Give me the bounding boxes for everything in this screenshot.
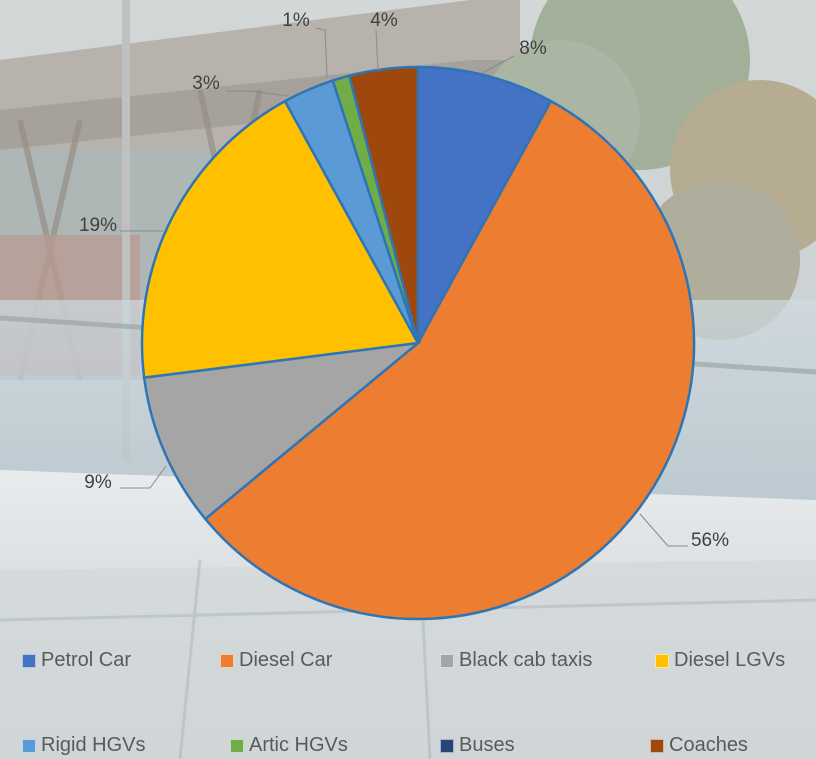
legend-item-buses: Buses xyxy=(440,734,515,757)
leader-line-diesel-car xyxy=(639,513,688,547)
pie-slice-petrol-car xyxy=(416,65,553,344)
legend-swatch-petrol-car xyxy=(22,653,36,668)
legend-swatch-black-cab-taxis xyxy=(440,653,454,668)
legend-item-black-cab-taxis: Black cab taxis xyxy=(440,649,592,672)
legend-item-artic-hgvs: Artic HGVs xyxy=(230,734,348,757)
data-label-petrol-car: 8% xyxy=(519,38,547,59)
legend-item-diesel-lgvs: Diesel LGVs xyxy=(655,649,785,672)
pie-slice-diesel-car xyxy=(203,99,696,621)
data-label-diesel-lgvs: 19% xyxy=(79,215,117,236)
legend-swatch-diesel-lgvs xyxy=(655,653,669,668)
data-label-artic-hgvs: 1% xyxy=(282,10,310,31)
pie-slice-diesel-lgvs xyxy=(140,99,420,379)
legend-item-petrol-car: Petrol Car xyxy=(22,649,131,672)
data-label-coaches: 4% xyxy=(370,10,398,31)
leader-line-black-cab-taxis xyxy=(120,465,167,489)
legend-label: Black cab taxis xyxy=(459,649,593,671)
leader-line-rigid-hgvs xyxy=(226,90,289,97)
data-label-rigid-hgvs: 3% xyxy=(192,73,220,94)
leader-line-coaches xyxy=(375,29,379,72)
legend-item-rigid-hgvs: Rigid HGVs xyxy=(22,734,145,757)
legend-item-diesel-car: Diesel Car xyxy=(220,649,332,672)
leader-line-petrol-car xyxy=(481,55,515,74)
leader-line-artic-hgvs xyxy=(315,27,328,79)
legend-swatch-diesel-car xyxy=(220,653,234,668)
legend-label: Petrol Car xyxy=(41,649,132,671)
pie-slice-black-cab-taxis xyxy=(142,341,423,521)
legend-swatch-artic-hgvs xyxy=(230,738,244,753)
legend-label: Diesel LGVs xyxy=(674,649,786,671)
legend-swatch-buses xyxy=(440,738,454,753)
legend-label: Buses xyxy=(459,734,515,756)
data-label-diesel-car: 56% xyxy=(691,530,729,551)
legend-label: Rigid HGVs xyxy=(41,734,146,756)
data-label-black-cab-taxis: 9% xyxy=(84,472,112,493)
legend-label: Diesel Car xyxy=(239,649,333,671)
legend-swatch-coaches xyxy=(650,738,664,753)
legend-label: Coaches xyxy=(669,734,748,756)
legend-item-coaches: Coaches xyxy=(650,734,748,757)
legend-swatch-rigid-hgvs xyxy=(22,738,36,753)
pie-slice-coaches xyxy=(347,65,420,344)
legend-label: Artic HGVs xyxy=(249,734,348,756)
